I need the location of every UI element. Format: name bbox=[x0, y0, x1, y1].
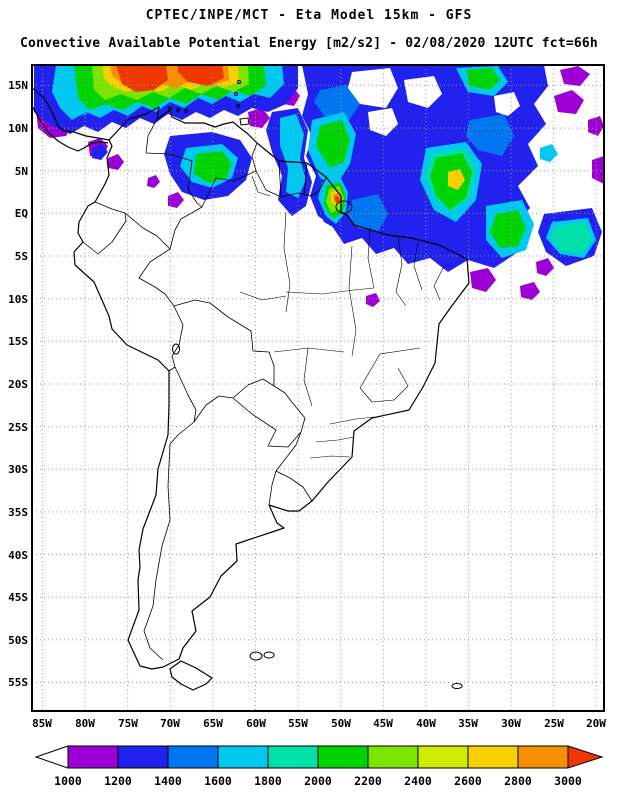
cape-contour bbox=[36, 66, 604, 307]
colorbar-segment bbox=[167, 745, 219, 769]
lat-label: 40S bbox=[8, 549, 28, 562]
colorbar-segment bbox=[317, 745, 369, 769]
colorbar-segment bbox=[217, 745, 269, 769]
colorbar-tick-label: 2000 bbox=[304, 774, 332, 788]
colorbar-tick-label: 1000 bbox=[54, 774, 82, 788]
state-borders-brazil bbox=[239, 175, 445, 459]
colorbar-tick-label: 2200 bbox=[354, 774, 382, 788]
lon-label: 50W bbox=[331, 717, 351, 730]
colorbar-segment bbox=[417, 745, 469, 769]
colorbar-tick-label: 3000 bbox=[554, 774, 582, 788]
lat-axis: 15N 10N 5N EQ 5S 10S 15S 20S 25S 30S 35S… bbox=[8, 79, 28, 689]
colorbar-segment bbox=[117, 745, 169, 769]
colorbar-under-arrow bbox=[34, 745, 69, 769]
cape-contour bbox=[52, 65, 596, 258]
island-falkland-west bbox=[249, 651, 263, 661]
cape-gap bbox=[348, 68, 520, 136]
lat-label: 30S bbox=[8, 463, 28, 476]
colorbar-tick-label: 1400 bbox=[154, 774, 182, 788]
lat-label: 5S bbox=[15, 250, 28, 263]
colorbar-tick-label: 2800 bbox=[504, 774, 532, 788]
island-falkland-east bbox=[263, 651, 275, 659]
island-abc bbox=[176, 108, 180, 112]
lat-label: 25S bbox=[8, 421, 28, 434]
lat-label: 55S bbox=[8, 676, 28, 689]
island-antilles bbox=[236, 104, 240, 108]
island-antilles bbox=[237, 80, 241, 84]
lat-label: 35S bbox=[8, 506, 28, 519]
colorbar-tick-label: 2600 bbox=[454, 774, 482, 788]
lat-label: 50S bbox=[8, 634, 28, 647]
colorbar-tick-label: 1200 bbox=[104, 774, 132, 788]
coastlines-borders bbox=[32, 80, 470, 691]
island-marajo bbox=[335, 200, 353, 214]
lat-label: EQ bbox=[15, 207, 29, 220]
grid-lines bbox=[32, 65, 604, 711]
colorbar-segment bbox=[467, 745, 519, 769]
coastline-central-america bbox=[32, 87, 110, 152]
lat-label: 10N bbox=[8, 122, 28, 135]
lon-label: 65W bbox=[203, 717, 223, 730]
lat-label: 15S bbox=[8, 335, 28, 348]
colorbar-tick-label: 1800 bbox=[254, 774, 282, 788]
colorbar-segment bbox=[367, 745, 419, 769]
lon-label: 70W bbox=[160, 717, 180, 730]
country-borders bbox=[82, 118, 327, 661]
colorbar-segment bbox=[67, 745, 119, 769]
colorbar-segment bbox=[517, 745, 569, 769]
lon-label: 25W bbox=[544, 717, 564, 730]
island-abc bbox=[184, 109, 188, 113]
map-frame bbox=[31, 64, 605, 712]
lon-label: 75W bbox=[118, 717, 138, 730]
lon-label: 85W bbox=[32, 717, 52, 730]
lake-titicaca bbox=[172, 343, 180, 355]
colorbar: 1000 1200 1400 1600 1800 2000 2200 2400 … bbox=[34, 745, 604, 788]
cape-shaded-field bbox=[34, 65, 604, 307]
lat-label: 5N bbox=[15, 165, 28, 178]
cape-contour bbox=[116, 65, 340, 203]
island-south-georgia bbox=[451, 683, 463, 689]
lon-label: 45W bbox=[373, 717, 393, 730]
lon-label: 30W bbox=[501, 717, 521, 730]
lon-label: 60W bbox=[246, 717, 266, 730]
lon-label: 55W bbox=[288, 717, 308, 730]
page-title: CPTEC/INPE/MCT - Eta Model 15km - GFS bbox=[146, 8, 473, 23]
page-subtitle: Convective Available Potential Energy [m… bbox=[20, 36, 598, 51]
colorbar-tick-label: 2400 bbox=[404, 774, 432, 788]
colorbar-segment bbox=[267, 745, 319, 769]
lat-label: 15N bbox=[8, 79, 28, 92]
lon-label: 40W bbox=[416, 717, 436, 730]
island-antilles bbox=[234, 92, 238, 96]
lon-label: 35W bbox=[458, 717, 478, 730]
colorbar-tick-label: 1600 bbox=[204, 774, 232, 788]
colorbar-over-arrow bbox=[567, 745, 604, 769]
lon-label: 20W bbox=[586, 717, 606, 730]
lon-axis: 85W 80W 75W 70W 65W 60W 55W 50W 45W 40W … bbox=[32, 717, 606, 730]
lat-label: 10S bbox=[8, 293, 28, 306]
island-abc bbox=[168, 106, 172, 110]
island-trinidad bbox=[239, 117, 250, 126]
lat-label: 45S bbox=[8, 591, 28, 604]
lon-label: 80W bbox=[75, 717, 95, 730]
coastline-south-america bbox=[73, 106, 470, 670]
coastline-tierra-del-fuego bbox=[169, 660, 213, 691]
lat-label: 20S bbox=[8, 378, 28, 391]
